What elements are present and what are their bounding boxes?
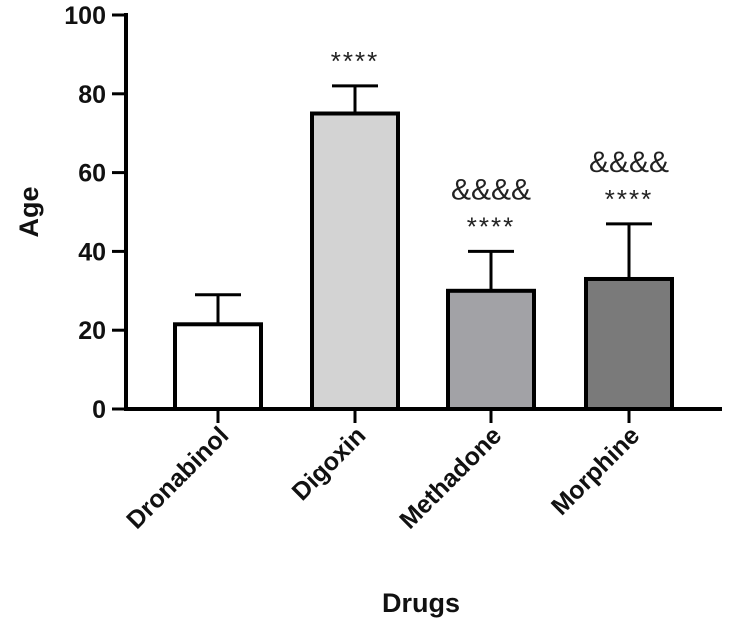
bar-dronabinol <box>173 322 263 412</box>
significance-ampersands: &&&& <box>589 146 669 179</box>
y-axis-title: Age <box>14 186 44 237</box>
significance-stars: **** <box>331 46 379 76</box>
y-tick-label: 100 <box>64 2 106 30</box>
y-tick-label: 20 <box>78 317 106 345</box>
y-tick-label: 80 <box>78 81 106 109</box>
significance-ampersands: &&&& <box>451 173 531 206</box>
x-axis-title: Drugs <box>382 588 460 618</box>
bar-methadone <box>446 288 536 411</box>
x-ticks: Dronabinol Digoxin Methadone Morphine <box>121 409 645 535</box>
axes <box>124 13 722 411</box>
y-tick-label: 0 <box>92 396 106 424</box>
annotations-layer: **** **** &&&& **** &&&& <box>331 46 669 241</box>
x-tick-label: Methadone <box>394 421 507 534</box>
bar-morphine <box>584 276 674 412</box>
x-tick-label: Morphine <box>546 421 645 520</box>
significance-stars: **** <box>467 211 515 241</box>
y-tick-label: 40 <box>78 238 106 266</box>
bar-digoxin <box>310 111 400 411</box>
error-bars-layer <box>195 84 652 325</box>
y-ticks: 0 20 40 60 80 100 <box>64 2 126 424</box>
significance-stars: **** <box>605 184 653 214</box>
y-tick-label: 60 <box>78 160 106 188</box>
x-tick-label: Digoxin <box>287 421 372 506</box>
x-tick-label: Dronabinol <box>121 421 234 534</box>
